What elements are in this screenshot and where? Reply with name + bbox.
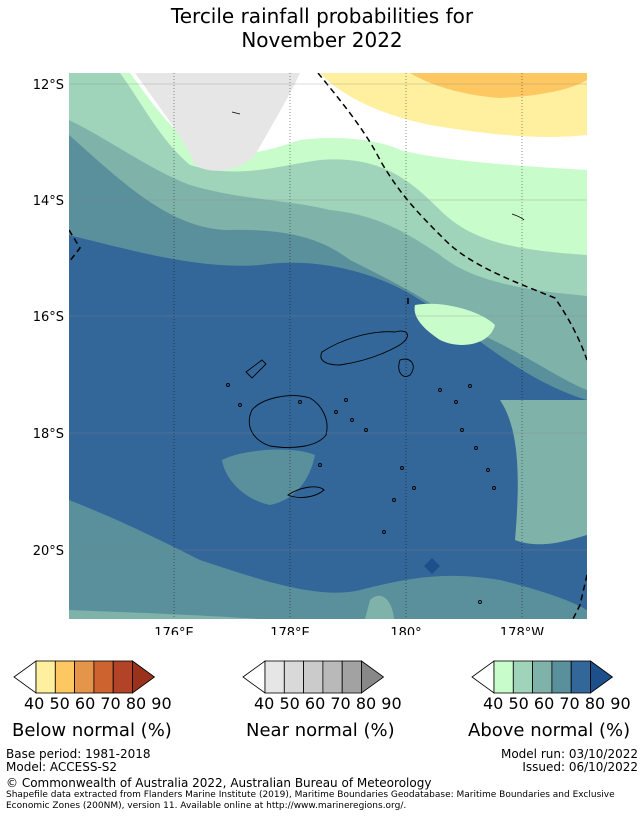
colorbar-extend-high xyxy=(590,660,614,694)
colorbar-extend-high xyxy=(361,660,385,694)
above-normal-ticks: 40 50 60 70 80 90 xyxy=(483,694,631,713)
colorbar-segment xyxy=(93,660,114,694)
lat-label: 16°S xyxy=(33,310,64,325)
colorbar-segment xyxy=(570,660,591,694)
colorbar-extend-high xyxy=(132,660,156,694)
shapefile-credit-line1: Shapefile data extracted from Flanders M… xyxy=(6,790,615,800)
lat-label: 12°S xyxy=(33,78,64,93)
fiji-islands xyxy=(226,111,525,604)
colorbar-segment xyxy=(74,660,95,694)
base-period: Base period: 1981-2018 xyxy=(6,747,151,761)
lat-label: 20°S xyxy=(33,544,64,559)
colorbar-below-normal xyxy=(13,660,156,694)
map-title-line2: November 2022 xyxy=(241,28,403,52)
lon-label: 176°E xyxy=(154,626,194,635)
colorbar-extend-low xyxy=(13,660,37,694)
model-run: Model run: 03/10/2022 xyxy=(500,747,638,761)
below-normal-ticks: 40 50 60 70 80 90 xyxy=(24,694,172,713)
colorbar-segment xyxy=(512,660,533,694)
model-name: Model: ACCESS-S2 xyxy=(6,760,118,774)
lat-label: 18°S xyxy=(33,427,64,442)
latitude-labels: 12°S 14°S 16°S 18°S 20°S xyxy=(33,78,64,559)
below-normal-label: Below normal (%) xyxy=(12,720,172,741)
colorbar-segment xyxy=(532,660,553,694)
map-title-line1: Tercile rainfall probabilities for xyxy=(170,4,474,28)
colorbar-near-normal xyxy=(242,660,385,694)
lon-label: 178°W xyxy=(500,626,544,635)
above-normal-label: Above normal (%) xyxy=(468,720,631,741)
longitude-labels: 176°E 178°E 180° 178°W xyxy=(154,626,544,635)
issued-date: Issued: 06/10/2022 xyxy=(522,760,638,774)
lat-label: 14°S xyxy=(33,194,64,209)
colorbar-segment xyxy=(264,660,285,694)
colorbar-segment xyxy=(303,660,324,694)
near-normal-label: Near normal (%) xyxy=(246,720,395,741)
colorbar-segment xyxy=(551,660,572,694)
shapefile-credit-line2: Economic Zones (200NM), version 11. Avai… xyxy=(6,801,407,811)
gridlines xyxy=(173,73,523,619)
colorbar-segment xyxy=(54,660,75,694)
colorbar-above-normal xyxy=(471,660,614,694)
rainfall-probability-map: 12°S 14°S 16°S 18°S 20°S 176°E 178°E 180… xyxy=(33,73,587,635)
lon-label: 178°E xyxy=(270,626,310,635)
near-normal-ticks: 40 50 60 70 80 90 xyxy=(254,694,402,713)
lon-label: 180° xyxy=(390,626,421,635)
colorbar-segment xyxy=(493,660,514,694)
colorbar-segment xyxy=(283,660,304,694)
colorbar-segment xyxy=(322,660,343,694)
colorbar-segment xyxy=(341,660,362,694)
colorbar-segment xyxy=(35,660,56,694)
colorbar-extend-low xyxy=(242,660,266,694)
probability-fields xyxy=(69,73,587,619)
legend-colorbars xyxy=(13,660,614,694)
copyright: © Commonwealth of Australia 2022, Austra… xyxy=(6,776,432,790)
colorbar-segment xyxy=(112,660,133,694)
colorbar-extend-low xyxy=(471,660,495,694)
